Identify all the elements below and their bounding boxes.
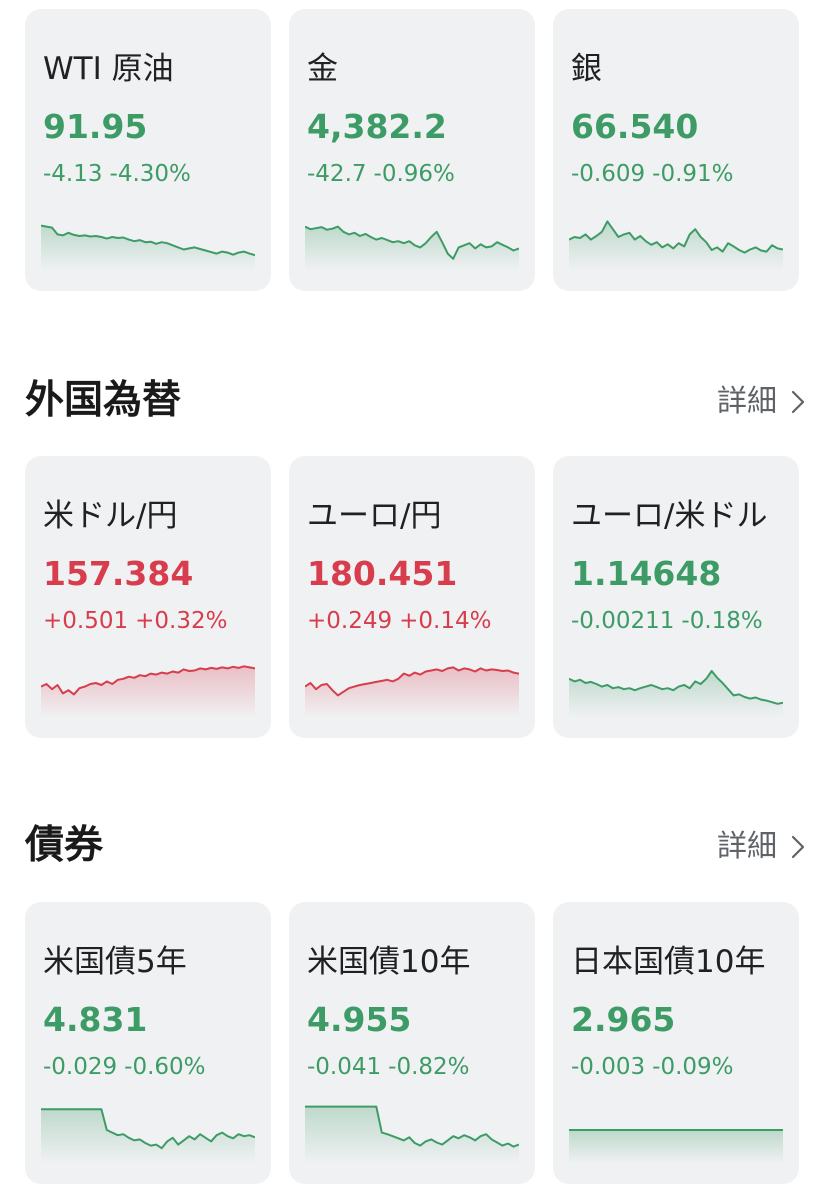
quote-price: 180.451 — [307, 554, 458, 593]
change-percent: -0.18% — [681, 608, 763, 634]
detail-label: 詳細 — [717, 829, 777, 864]
quote-price: 4.955 — [307, 1000, 412, 1039]
quote-change: -0.029 -0.60% — [43, 1052, 206, 1082]
quote-change: -4.13 -4.30% — [43, 159, 191, 189]
quote-card-usdjpy[interactable]: 米ドル/円 157.384 +0.501 +0.32% — [25, 456, 271, 738]
change-percent: -4.30% — [109, 161, 191, 187]
quote-change: -42.7 -0.96% — [307, 159, 455, 189]
change-value: -0.041 — [307, 1054, 382, 1080]
sparkline-chart — [41, 665, 255, 718]
change-value: +0.501 — [43, 608, 129, 634]
forex-detail-link[interactable]: 詳細 — [717, 382, 805, 422]
quote-name: 米国債5年 — [43, 944, 187, 980]
quote-price: 4,382.2 — [307, 107, 447, 146]
bonds-section-header: 債券 詳細 — [25, 817, 805, 877]
detail-label: 詳細 — [717, 384, 777, 419]
quote-card-jp10y[interactable]: 日本国債10年 2.965 -0.003 -0.09% — [553, 902, 799, 1184]
sparkline-area — [569, 1130, 783, 1164]
quote-price: 91.95 — [43, 107, 148, 146]
quote-name: 米ドル/円 — [43, 498, 178, 534]
change-percent: -0.91% — [652, 161, 734, 187]
sparkline-chart — [305, 1105, 519, 1164]
quote-name: WTI 原油 — [43, 51, 174, 87]
chevron-right-icon — [791, 835, 805, 859]
sparkline-line — [41, 224, 255, 257]
quote-name: ユーロ/円 — [307, 498, 442, 534]
forex-section-header: 外国為替 詳細 — [25, 372, 805, 432]
quote-name: 米国債10年 — [307, 944, 471, 980]
sparkline-chart — [569, 220, 783, 271]
sparkline-chart — [305, 666, 519, 718]
sparkline-line — [569, 220, 783, 254]
sparkline-chart — [569, 1129, 783, 1164]
sparkline-area — [569, 671, 783, 718]
quote-name: 日本国債10年 — [571, 944, 766, 980]
quote-card-eurjpy[interactable]: ユーロ/円 180.451 +0.249 +0.14% — [289, 456, 535, 738]
sparkline-line — [305, 225, 519, 260]
quote-name: ユーロ/米ドル — [571, 498, 768, 534]
quote-change: -0.041 -0.82% — [307, 1052, 470, 1082]
change-percent: +0.14% — [399, 608, 492, 634]
sparkline-area — [305, 226, 519, 271]
quote-price: 66.540 — [571, 107, 699, 146]
bonds-grid: 米国債5年 4.831 -0.029 -0.60% 米国債10年 4.955 -0… — [25, 902, 799, 1184]
change-value: -0.609 — [571, 161, 646, 187]
sparkline-line — [41, 1108, 255, 1150]
change-percent: -0.60% — [124, 1054, 206, 1080]
quote-change: +0.501 +0.32% — [43, 606, 227, 636]
forex-grid: 米ドル/円 157.384 +0.501 +0.32% ユーロ/円 180.451… — [25, 456, 799, 738]
sparkline-line — [305, 1105, 519, 1148]
quote-name: 金 — [307, 51, 338, 87]
change-value: -42.7 — [307, 161, 367, 187]
chevron-right-icon — [791, 390, 805, 414]
sparkline-area — [305, 667, 519, 718]
quote-change: -0.609 -0.91% — [571, 159, 734, 189]
sparkline-chart — [569, 670, 783, 718]
quote-card-wti[interactable]: WTI 原油 91.95 -4.13 -4.30% — [25, 9, 271, 291]
section-title: 債券 — [25, 823, 104, 868]
sparkline-chart — [305, 225, 519, 271]
quote-price: 4.831 — [43, 1000, 148, 1039]
change-value: -0.00211 — [571, 608, 675, 634]
sparkline-line — [305, 666, 519, 697]
section-title: 外国為替 — [25, 378, 182, 423]
quote-card-eurusd[interactable]: ユーロ/米ドル 1.14648 -0.00211 -0.18% — [553, 456, 799, 738]
quote-card-silver[interactable]: 銀 66.540 -0.609 -0.91% — [553, 9, 799, 291]
sparkline-area — [41, 225, 255, 271]
sparkline-area — [305, 1106, 519, 1164]
quote-name: 銀 — [571, 51, 602, 87]
change-value: -4.13 — [43, 161, 103, 187]
quote-price: 1.14648 — [571, 554, 722, 593]
commodities-grid: WTI 原油 91.95 -4.13 -4.30% 金 4,382.2 -42.7… — [25, 9, 799, 291]
change-percent: +0.32% — [135, 608, 228, 634]
sparkline-line — [41, 665, 255, 696]
quote-change: -0.003 -0.09% — [571, 1052, 734, 1082]
sparkline-area — [41, 666, 255, 718]
sparkline-chart — [41, 224, 255, 271]
change-percent: -0.96% — [373, 161, 455, 187]
change-percent: -0.82% — [388, 1054, 470, 1080]
sparkline-area — [41, 1109, 255, 1164]
change-value: +0.249 — [307, 608, 393, 634]
change-percent: -0.09% — [652, 1054, 734, 1080]
quote-price: 157.384 — [43, 554, 194, 593]
sparkline-line — [569, 670, 783, 705]
quote-card-us5y[interactable]: 米国債5年 4.831 -0.029 -0.60% — [25, 902, 271, 1184]
quote-card-us10y[interactable]: 米国債10年 4.955 -0.041 -0.82% — [289, 902, 535, 1184]
change-value: -0.029 — [43, 1054, 118, 1080]
quote-change: +0.249 +0.14% — [307, 606, 491, 636]
bonds-detail-link[interactable]: 詳細 — [717, 827, 805, 867]
change-value: -0.003 — [571, 1054, 646, 1080]
sparkline-chart — [41, 1108, 255, 1164]
quote-price: 2.965 — [571, 1000, 676, 1039]
quote-card-gold[interactable]: 金 4,382.2 -42.7 -0.96% — [289, 9, 535, 291]
quote-change: -0.00211 -0.18% — [571, 606, 763, 636]
